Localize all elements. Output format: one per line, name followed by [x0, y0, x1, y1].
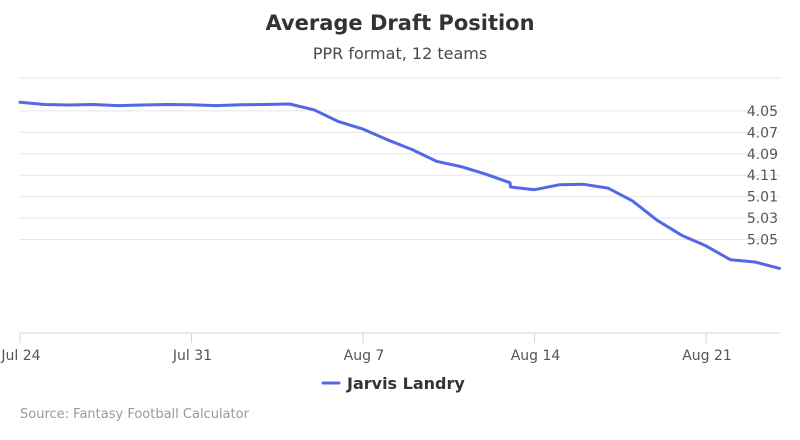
source-credit: Source: Fantasy Football Calculator: [20, 407, 250, 422]
y-tick-label: 4.09: [747, 147, 778, 163]
y-tick-label: 5.03: [747, 211, 778, 227]
y-tick-label: 4.07: [747, 125, 778, 141]
chart-title: Average Draft Position: [265, 11, 534, 35]
y-tick-label: 4.05: [747, 104, 778, 120]
y-tick-label: 4.11: [747, 168, 778, 184]
y-axis-tick-labels: 4.05 4.07 4.09 4.11 5.01 5.03 5.05: [747, 104, 778, 249]
series-layer: [18, 100, 781, 270]
x-tick-label: Aug 7: [344, 348, 385, 364]
chart-subtitle: PPR format, 12 teams: [313, 44, 487, 63]
legend[interactable]: Jarvis Landry: [321, 374, 465, 393]
x-tick-label: Jul 31: [172, 348, 212, 364]
x-tick-label: Aug 21: [682, 348, 732, 364]
x-axis-ticks: Jul 24 Jul 31 Aug 7 Aug 14 Aug 21: [0, 333, 732, 364]
y-gridlines: [20, 77, 780, 240]
y-tick-label: 5.01: [747, 190, 778, 206]
x-tick-label: Jul 24: [0, 348, 40, 364]
series-line-jarvis-landry[interactable]: [18, 100, 781, 270]
legend-label-jarvis-landry[interactable]: Jarvis Landry: [346, 374, 465, 393]
y-tick-label: 5.05: [747, 232, 778, 248]
x-tick-label: Aug 14: [511, 348, 561, 364]
